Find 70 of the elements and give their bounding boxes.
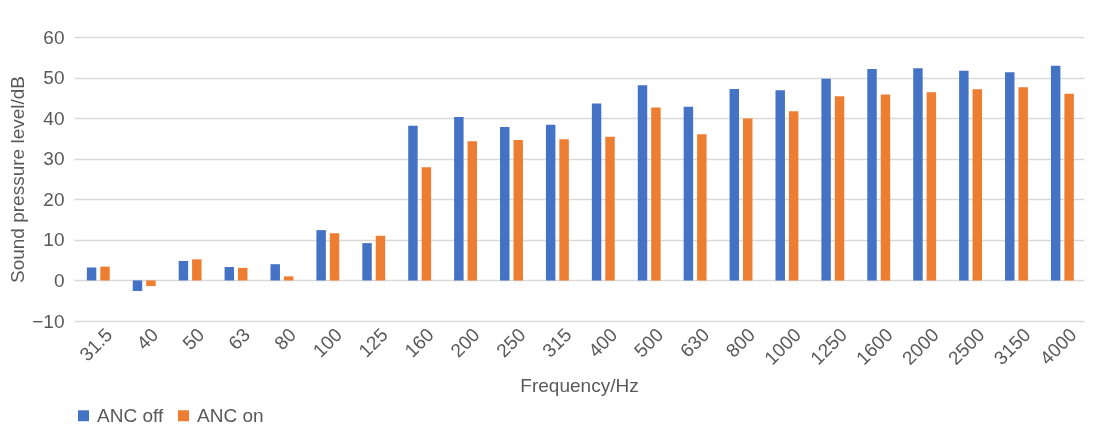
x-tick-label: 40 (132, 324, 163, 354)
bar (821, 78, 831, 281)
bar (743, 118, 753, 281)
bar (545, 124, 556, 281)
bar (454, 116, 464, 281)
bar (467, 141, 478, 281)
bar (329, 233, 340, 281)
bar (421, 167, 432, 281)
bar (408, 125, 418, 281)
y-tick-label: 10 (43, 229, 65, 251)
bar (880, 94, 891, 281)
bar (224, 267, 235, 281)
bar (1050, 65, 1061, 281)
x-axis-title: Frequency/Hz (520, 374, 639, 396)
bar (926, 92, 937, 281)
bar (637, 85, 648, 281)
bar (651, 107, 661, 281)
bar (1064, 93, 1074, 281)
bar (86, 267, 97, 281)
y-tick-label: 50 (43, 67, 65, 89)
bar (146, 280, 156, 287)
x-tick-label: 500 (630, 324, 668, 362)
x-tick-label: 50 (178, 324, 209, 354)
bar (500, 127, 510, 281)
bar (775, 90, 785, 281)
bar (100, 266, 110, 281)
bar (834, 96, 845, 281)
x-tick-label: 125 (354, 324, 392, 362)
x-tick-label: 630 (675, 324, 714, 362)
x-tick-label: 160 (400, 324, 438, 362)
bar (591, 103, 602, 281)
bar (1005, 72, 1015, 281)
x-tick-label: 800 (721, 324, 760, 362)
bar (270, 264, 280, 281)
bar (1018, 87, 1028, 281)
bar (178, 260, 189, 281)
bar (959, 70, 969, 281)
bar (605, 136, 615, 281)
y-tick-label: 20 (43, 188, 65, 210)
x-tick-label: 200 (446, 324, 484, 362)
bar (316, 230, 326, 281)
bar (867, 69, 877, 281)
bar (283, 276, 294, 281)
y-tick-label: 40 (43, 107, 65, 129)
bar (697, 134, 707, 281)
bar (729, 88, 740, 281)
y-tick-label: −10 (32, 310, 65, 332)
y-tick-label: 0 (53, 269, 65, 291)
bar (683, 106, 694, 281)
bar (132, 280, 143, 291)
y-tick-label: 60 (43, 26, 65, 48)
legend-label: ANC on (197, 404, 264, 426)
x-tick-label: 315 (538, 324, 576, 362)
x-tick-label: 250 (492, 324, 530, 362)
bar (559, 139, 569, 281)
bar (362, 243, 372, 281)
bar (513, 140, 523, 281)
bar (788, 111, 799, 281)
x-tick-label: 80 (270, 324, 301, 354)
bar (192, 259, 202, 281)
x-tick-label: 63 (224, 324, 255, 354)
y-axis-title: Sound pressure level/dB (7, 75, 29, 284)
bar (972, 89, 983, 281)
bar (913, 68, 923, 281)
bar (238, 267, 248, 281)
x-tick-label: 400 (584, 324, 622, 362)
y-tick-label: 30 (43, 148, 65, 170)
bar (375, 235, 386, 281)
legend-label: ANC off (97, 404, 164, 426)
x-tick-label: 100 (308, 324, 346, 362)
